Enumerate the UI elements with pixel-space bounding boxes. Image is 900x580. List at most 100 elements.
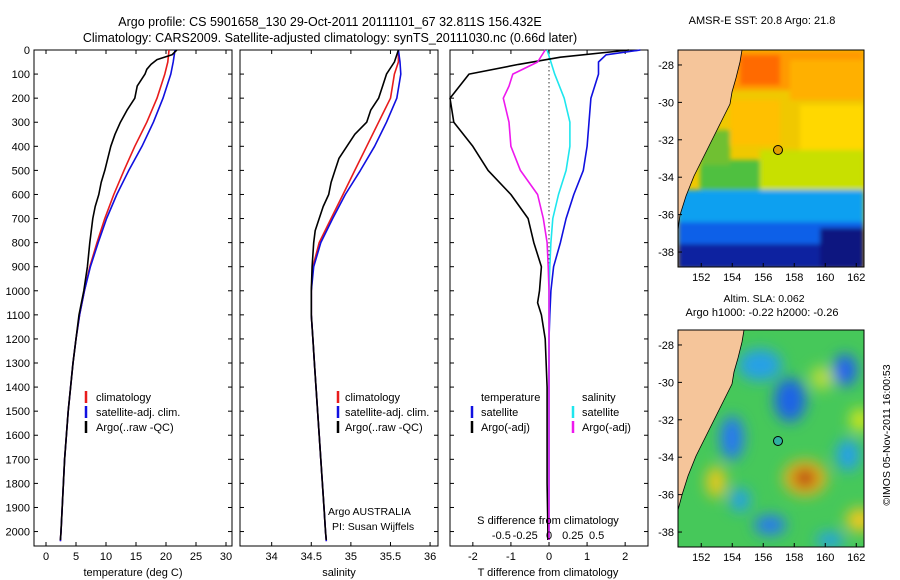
legend-satellite-adj-2: satellite-adj. clim. — [345, 407, 429, 419]
y-tick-label: 500 — [12, 165, 30, 177]
map-y-tick-label: -32 — [658, 415, 674, 427]
difference-xlabel-top: S difference from climatology — [477, 515, 619, 527]
map-y-tick-label: -28 — [658, 60, 674, 72]
temperature-y-ticks: 0 100 200 300 400 500 600 700 800 900 1000 1100 1200… — [6, 45, 232, 539]
x-tick-label: 35 — [345, 551, 357, 563]
legend-salinity-header: salinity — [582, 392, 616, 404]
map-x-tick-label: 152 — [692, 552, 710, 564]
x-tick-label: 34.5 — [301, 551, 322, 563]
salinity-panel: 34 34.5 35 35.5 36 salinity climatology sate… — [239, 49, 439, 579]
y-tick-label: 1700 — [6, 454, 30, 466]
x-tick-label: -2 — [468, 551, 478, 563]
s-diff-tick-label: -0.25 — [513, 530, 538, 542]
legend-climatology: climatology — [96, 392, 152, 404]
x-tick-label: 34 — [266, 551, 278, 563]
legend-satellite-adj: satellite-adj. clim. — [96, 407, 180, 419]
x-tick-label: 15 — [130, 551, 142, 563]
difference-lines — [449, 49, 641, 540]
credit-line1: Argo AUSTRALIA — [328, 506, 411, 518]
map-y-tick-label: -30 — [658, 97, 674, 109]
y-tick-label: 2000 — [6, 527, 30, 539]
sst-argo-marker — [773, 145, 783, 155]
map-x-tick-label: 162 — [847, 552, 865, 564]
salinity-x-ticks: 34 34.5 35 35.5 36 — [266, 50, 436, 563]
figure-title-line2: Climatology: CARS2009. Satellite-adjuste… — [83, 31, 577, 45]
salinity-y-ticks — [240, 49, 438, 533]
y-tick-label: 800 — [12, 238, 30, 250]
imos-timestamp: ©IMOS 05-Nov-2011 16:00:53 — [881, 364, 893, 505]
x-tick-label: 0 — [546, 551, 552, 563]
legend-argo: Argo(..raw -QC) — [96, 422, 174, 434]
map-x-tick-label: 162 — [847, 272, 865, 284]
y-tick-label: 900 — [12, 262, 30, 274]
difference-legend: temperature satellite Argo(-adj) salinit… — [470, 392, 631, 434]
x-tick-label: 2 — [622, 551, 628, 563]
map-x-tick-label: 158 — [785, 552, 803, 564]
sla-argo-marker — [773, 436, 783, 446]
sst-map-title: AMSR-E SST: 20.8 Argo: 21.8 — [689, 15, 836, 27]
difference-x-ticks: -2 -1 0 1 2 — [468, 50, 628, 563]
legend-s-satellite: satellite — [582, 407, 619, 419]
map-y-tick-label: -34 — [658, 172, 674, 184]
sla-map-title-line1: Altim. SLA: 0.062 — [723, 293, 804, 305]
series-line-argo-raw-qc- — [310, 49, 400, 541]
y-tick-label: 300 — [12, 117, 30, 129]
sla-map-ticks: 152 154 156 158 160 162 -28 -30 -32 -34 -36 -38 — [658, 340, 865, 564]
sla-map-image — [678, 330, 864, 547]
temperature-legend: climatology satellite-adj. clim. Argo(..… — [84, 391, 180, 434]
series-line-salinity-argo-adj- — [502, 49, 550, 540]
map-x-tick-label: 160 — [816, 552, 834, 564]
temperature-panel: 0100200300400500600700800900100011001200… — [6, 45, 233, 579]
legend-t-argo: Argo(-adj) — [481, 422, 530, 434]
legend-climatology-2: climatology — [345, 392, 401, 404]
map-y-tick-label: -32 — [658, 135, 674, 147]
x-tick-label: 5 — [73, 551, 79, 563]
y-tick-label: 1600 — [6, 430, 30, 442]
x-tick-label: 25 — [190, 551, 202, 563]
map-x-tick-label: 160 — [816, 272, 834, 284]
salinity-axes-box — [239, 49, 439, 547]
sst-map-frame — [677, 49, 865, 268]
sst-map-panel: AMSR-E SST: 20.8 Argo: 21.8 152 154 156 1 — [658, 15, 865, 284]
map-x-tick-label: 154 — [723, 272, 741, 284]
sla-map-title-line2: Argo h1000: -0.22 h2000: -0.26 — [686, 307, 839, 319]
sla-map-panel: Altim. SLA: 0.062 Argo h1000: -0.22 h200… — [658, 293, 865, 564]
y-tick-label: 1500 — [6, 406, 30, 418]
x-tick-label: 0 — [43, 551, 49, 563]
s-diff-tick-label: 0.25 — [562, 530, 583, 542]
map-x-tick-label: 156 — [754, 552, 772, 564]
temperature-axes-box — [33, 49, 233, 547]
difference-xlabel: T difference from climatology — [478, 567, 619, 579]
x-tick-label: 30 — [220, 551, 232, 563]
y-tick-label: 1800 — [6, 478, 30, 490]
salinity-lines — [310, 49, 402, 542]
legend-s-argo: Argo(-adj) — [582, 422, 631, 434]
y-tick-label: 1400 — [6, 382, 30, 394]
map-y-tick-label: -36 — [658, 210, 674, 222]
series-line-temperature-argo-adj- — [449, 49, 630, 540]
temperature-xlabel: temperature (deg C) — [83, 567, 182, 579]
sst-map-image — [678, 50, 864, 267]
salinity-difference-ticks: -0.5 -0.25 0 0.25 0.5 — [492, 530, 604, 542]
map-y-tick-label: -28 — [658, 340, 674, 352]
map-x-tick-label: 152 — [692, 272, 710, 284]
legend-argo-2: Argo(..raw -QC) — [345, 422, 423, 434]
s-diff-tick-label: 0 — [546, 530, 552, 542]
map-y-tick-label: -30 — [658, 377, 674, 389]
y-tick-label: 1200 — [6, 334, 30, 346]
s-diff-tick-label: 0.5 — [589, 530, 604, 542]
x-tick-label: -1 — [506, 551, 516, 563]
map-x-tick-label: 158 — [785, 272, 803, 284]
x-tick-label: 20 — [160, 551, 172, 563]
sst-land — [678, 50, 743, 231]
y-tick-label: 0 — [24, 45, 30, 57]
x-tick-label: 10 — [100, 551, 112, 563]
legend-t-satellite: satellite — [481, 407, 518, 419]
sla-land — [678, 330, 745, 511]
temperature-x-ticks: 0 5 10 15 20 25 30 — [43, 50, 232, 563]
map-y-tick-label: -36 — [658, 490, 674, 502]
difference-y-ticks — [450, 49, 648, 533]
x-tick-label: 35.5 — [380, 551, 401, 563]
map-x-tick-label: 156 — [754, 272, 772, 284]
